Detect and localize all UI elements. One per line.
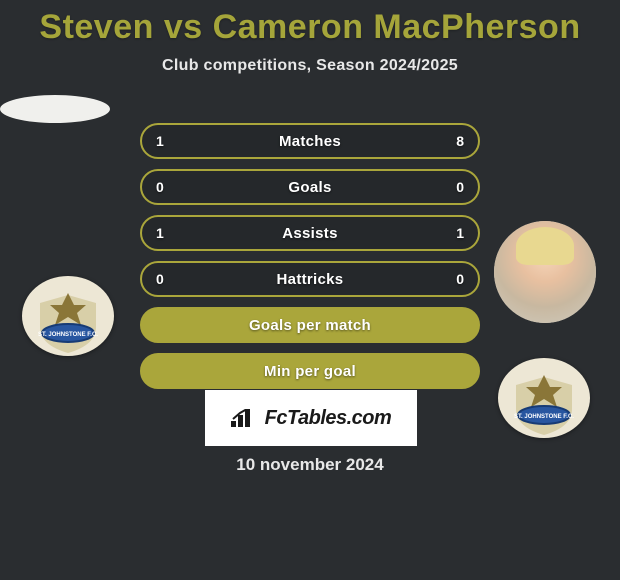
st-johnstone-crest-icon: ST. JOHNSTONE F.C.	[496, 357, 592, 439]
stat-left-value: 0	[156, 271, 164, 287]
stat-bar-goals: 0 Goals 0	[140, 169, 480, 205]
stat-left-value: 1	[156, 225, 164, 241]
stat-bar-goals-per-match: Goals per match	[140, 307, 480, 343]
club-badge-right: ST. JOHNSTONE F.C.	[496, 357, 592, 439]
stat-right-value: 1	[456, 225, 464, 241]
chart-date: 10 november 2024	[0, 455, 620, 475]
face-placeholder-icon	[494, 221, 596, 323]
stat-label: Min per goal	[264, 363, 356, 380]
stat-label: Goals per match	[249, 317, 371, 334]
svg-text:ST. JOHNSTONE F.C.: ST. JOHNSTONE F.C.	[514, 414, 574, 420]
page-title: Steven vs Cameron MacPherson	[0, 0, 620, 47]
brand-text: FcTables.com	[265, 407, 392, 430]
stat-label: Hattricks	[277, 271, 344, 288]
stat-bar-min-per-goal: Min per goal	[140, 353, 480, 389]
comparison-area: ST. JOHNSTONE F.C. ST. JOHNSTONE F.C. 1 …	[0, 95, 620, 395]
stat-bar-matches: 1 Matches 8	[140, 123, 480, 159]
stats-column: 1 Matches 8 0 Goals 0 1 Assists 1 0 Hatt…	[140, 123, 480, 399]
stat-bar-assists: 1 Assists 1	[140, 215, 480, 251]
brand-badge[interactable]: FcTables.com	[205, 390, 417, 446]
stat-right-value: 0	[456, 271, 464, 287]
stat-bar-hattricks: 0 Hattricks 0	[140, 261, 480, 297]
svg-text:ST. JOHNSTONE F.C.: ST. JOHNSTONE F.C.	[38, 332, 98, 338]
stat-label: Assists	[282, 225, 337, 242]
st-johnstone-crest-icon: ST. JOHNSTONE F.C.	[20, 275, 116, 357]
player-left-avatar-placeholder	[0, 95, 110, 123]
fctables-icon	[231, 409, 257, 427]
subtitle: Club competitions, Season 2024/2025	[0, 57, 620, 75]
stat-label: Matches	[279, 133, 341, 150]
stat-left-value: 1	[156, 133, 164, 149]
stat-label: Goals	[288, 179, 331, 196]
stat-right-value: 8	[456, 133, 464, 149]
stat-left-value: 0	[156, 179, 164, 195]
club-badge-left: ST. JOHNSTONE F.C.	[20, 275, 116, 357]
player-right-avatar	[494, 221, 596, 323]
stat-right-value: 0	[456, 179, 464, 195]
